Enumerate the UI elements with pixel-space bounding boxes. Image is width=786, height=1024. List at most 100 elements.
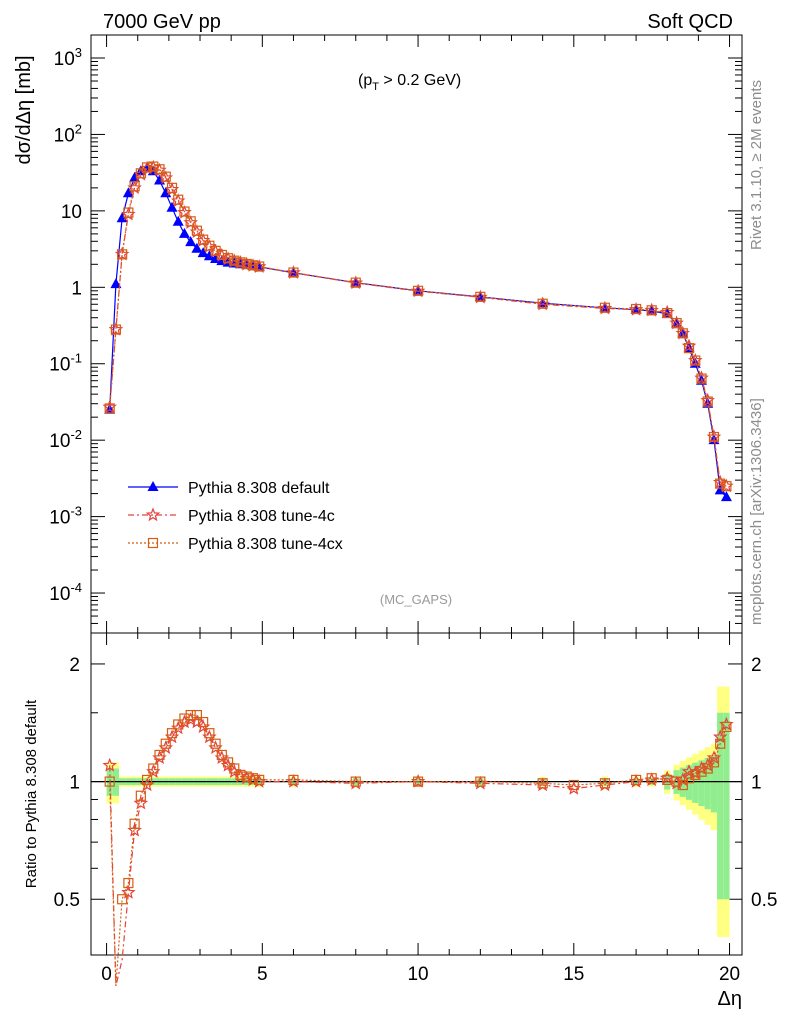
legend-label: Pythia 8.308 tune-4cx <box>188 536 343 553</box>
x-tick-label: 10 <box>407 964 428 985</box>
ratio-point <box>254 774 265 786</box>
data-point <box>203 250 215 261</box>
data-point <box>185 216 196 227</box>
data-point <box>721 481 732 492</box>
legend-label: Pythia 8.308 default <box>188 480 330 497</box>
data-point <box>179 206 190 217</box>
ratio-point <box>141 774 153 786</box>
ratio-y-tick-label: 0.5 <box>54 890 80 911</box>
ratio-panel-frame <box>90 632 743 956</box>
data-point <box>350 277 361 288</box>
y-tick-label: 102 <box>54 121 82 146</box>
data-point <box>599 302 611 313</box>
ratio-point <box>135 790 146 801</box>
ratio-point <box>288 774 299 786</box>
ratio-point <box>102 757 117 772</box>
data-point <box>191 225 203 236</box>
ratio-point <box>696 766 707 777</box>
ratio-point <box>683 773 695 784</box>
data-point <box>222 253 234 264</box>
x-tick-label: 20 <box>719 964 740 985</box>
data-point <box>715 478 726 489</box>
ratio-point <box>702 763 713 774</box>
data-point <box>122 187 134 198</box>
legend-marker <box>147 537 159 549</box>
ratio-band-green <box>717 712 724 900</box>
ratio-point <box>185 709 196 721</box>
data-point <box>173 194 184 205</box>
y-tick-label: 10 <box>61 202 82 223</box>
x-tick-label: 0 <box>101 964 112 985</box>
ratio-point <box>708 757 720 768</box>
ratio-point <box>117 894 128 905</box>
ratio-point <box>191 709 203 721</box>
data-point <box>412 285 424 296</box>
ratio-point <box>235 769 246 781</box>
ratio-point <box>133 795 149 810</box>
ratio-point <box>412 776 424 787</box>
ratio-point <box>241 771 252 782</box>
data-point <box>117 249 128 260</box>
header-right: Soft QCD <box>647 11 733 33</box>
data-point <box>178 227 190 238</box>
legend: Pythia 8.308 default Pythia 8.308 tune-4c… <box>128 480 343 553</box>
ratio-y-tick-label: 1 <box>69 773 80 794</box>
x-axis-label: Δη <box>718 988 742 1010</box>
ratio-band-green <box>710 755 718 813</box>
data-point <box>254 261 265 272</box>
data-point <box>646 305 657 316</box>
data-point <box>148 161 159 172</box>
data-point <box>166 182 178 193</box>
data-point <box>708 431 720 443</box>
data-point <box>141 162 153 173</box>
main-ylabel: dσ/dΔη [mb] <box>13 55 35 164</box>
analysis-tag: (MC_GAPS) <box>380 592 452 607</box>
data-point <box>123 207 134 218</box>
series-line <box>109 166 727 487</box>
cut-label: (pT > 0.2 GeV) <box>358 72 461 93</box>
data-point <box>247 260 259 271</box>
ratio-band-green <box>723 712 730 900</box>
data-point <box>197 247 209 258</box>
ratio-point <box>599 778 611 789</box>
x-tick-label: 5 <box>257 964 268 985</box>
ratio-series-line <box>109 714 727 986</box>
data-point <box>537 298 548 309</box>
ratio-point <box>148 763 159 774</box>
data-point <box>216 249 227 261</box>
ratio-band-green <box>704 757 711 810</box>
data-point <box>104 403 115 414</box>
data-point <box>702 396 713 407</box>
y-tick-label: 10-4 <box>49 580 82 605</box>
header-left: 7000 GeV pp <box>103 11 221 33</box>
ratio-point <box>537 778 548 789</box>
data-point <box>110 324 122 335</box>
data-point <box>135 168 146 179</box>
data-point <box>630 303 642 315</box>
ratio-point <box>715 738 726 749</box>
ratio-band-green <box>698 760 705 807</box>
data-point <box>696 373 707 384</box>
ratio-point <box>721 721 732 733</box>
data-point <box>475 291 486 302</box>
ratio-point <box>646 773 657 784</box>
ratio-point <box>198 716 209 728</box>
ratio-point <box>210 738 221 749</box>
ratio-point <box>475 776 486 787</box>
side-text-bottom: mcplots.cern.ch [arXiv:1306.3436] <box>748 398 765 625</box>
ratio-point <box>160 738 171 749</box>
data-point <box>677 328 688 339</box>
ratio-point <box>229 763 240 774</box>
ratio-y-tick-label-right: 1 <box>751 773 762 794</box>
data-point <box>288 267 299 278</box>
data-point <box>166 201 178 212</box>
ratio-point <box>166 728 178 739</box>
axis-ticks: 0 5 10 15 20 10-4 10-3 10-2 10-1 1 10 102 103 0.5 0.5 1… <box>49 34 777 985</box>
series-line <box>109 165 727 487</box>
ratio-point <box>179 713 190 724</box>
legend-label: Pythia 8.308 tune-4c <box>188 508 335 525</box>
ratio-point <box>671 776 682 787</box>
ratio-point <box>154 749 165 761</box>
